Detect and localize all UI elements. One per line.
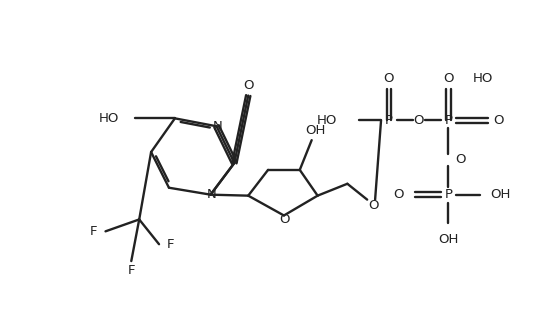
Text: O: O <box>243 79 254 92</box>
Text: O: O <box>368 199 378 212</box>
Text: O: O <box>493 114 503 127</box>
Text: O: O <box>394 188 404 201</box>
Text: O: O <box>443 72 454 85</box>
Text: N: N <box>207 188 217 201</box>
Text: OH: OH <box>438 233 459 246</box>
Text: F: F <box>90 225 97 238</box>
Text: P: P <box>444 188 453 201</box>
Text: OH: OH <box>305 124 326 137</box>
Text: P: P <box>385 114 393 127</box>
Text: F: F <box>167 238 175 251</box>
Text: O: O <box>384 72 394 85</box>
Text: P: P <box>444 114 453 127</box>
Text: F: F <box>128 264 135 278</box>
Text: N: N <box>213 120 222 133</box>
Text: O: O <box>455 154 466 166</box>
Text: HO: HO <box>317 114 338 127</box>
Text: OH: OH <box>490 188 510 201</box>
Text: O: O <box>279 213 290 226</box>
Text: HO: HO <box>99 112 119 125</box>
Text: O: O <box>414 114 424 127</box>
Text: HO: HO <box>473 72 493 85</box>
